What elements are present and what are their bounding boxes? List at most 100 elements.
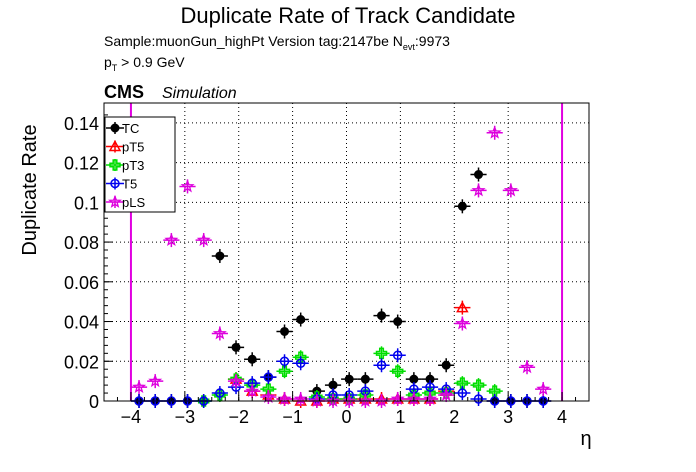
x-tick-label: −4 — [121, 407, 142, 427]
data-point — [457, 201, 467, 211]
data-point — [262, 383, 275, 395]
legend-marker — [108, 139, 122, 152]
nevt-value: :9973 — [414, 33, 450, 49]
data-point — [487, 125, 502, 139]
x-tick-label: 2 — [449, 407, 459, 427]
legend: TC pT5 pT3 T5 pLS — [104, 116, 176, 213]
data-point — [360, 374, 370, 384]
x-tick-label: −1 — [282, 407, 303, 427]
data-point — [375, 347, 388, 360]
sample-info: Sample:muonGun_highPt Version tag:2147be… — [104, 33, 450, 52]
data-point — [439, 387, 454, 402]
legend-marker — [108, 194, 122, 208]
x-tick-label: −3 — [175, 407, 196, 427]
data-point — [261, 389, 276, 404]
data-point — [278, 365, 291, 377]
data-point — [457, 388, 468, 398]
data-point — [215, 251, 225, 261]
data-point — [503, 183, 518, 197]
legend-label: T5 — [122, 177, 137, 192]
x-tick-label: 3 — [503, 407, 513, 427]
data-point — [520, 359, 535, 374]
data-point — [247, 354, 257, 364]
x-tick-label: 1 — [395, 407, 405, 427]
axes: −4 −3 −2 −1 0 1 2 3 4 0 0.02 0.04 0.06 0.08 0.1 0.12 0.1… — [64, 114, 590, 427]
data-point — [344, 374, 354, 384]
data-point — [309, 393, 324, 407]
data-point — [392, 350, 403, 361]
y-tick-label: 0.04 — [64, 313, 99, 333]
y-axis-label: Duplicate Rate — [19, 124, 41, 255]
data-point — [425, 382, 435, 392]
data-point — [245, 383, 260, 397]
y-tick-label: 0.06 — [64, 273, 99, 293]
data-point — [132, 379, 147, 393]
x-axis-label: η — [580, 428, 591, 450]
data-point — [358, 393, 373, 407]
data-point — [229, 373, 244, 388]
chart-title: Duplicate Rate of Track Candidate — [180, 3, 516, 28]
data-point — [215, 388, 225, 398]
legend-marker — [110, 123, 120, 133]
data-point — [455, 316, 470, 330]
data-point — [488, 385, 501, 397]
legend-label: pT3 — [122, 158, 144, 173]
data-series — [130, 125, 552, 408]
legend-entry: pT3 — [106, 158, 144, 173]
x-tick-label: 0 — [341, 407, 351, 427]
data-point — [328, 380, 338, 390]
data-point — [148, 373, 163, 388]
data-point — [377, 311, 387, 321]
legend-marker — [109, 159, 121, 171]
data-point — [164, 232, 179, 247]
data-point — [196, 232, 211, 246]
data-point — [441, 360, 451, 370]
data-point — [180, 179, 195, 193]
data-point — [212, 326, 227, 340]
data-point — [295, 358, 306, 369]
y-tick-label: 0.12 — [64, 154, 99, 174]
legend-marker — [110, 178, 120, 189]
data-point — [231, 342, 241, 352]
cut-rest: > 0.9 GeV — [117, 54, 185, 70]
grid-lines — [104, 103, 589, 402]
pt-cut-info: pT > 0.9 GeV — [104, 54, 185, 73]
data-point — [393, 317, 403, 327]
data-point — [359, 389, 372, 401]
y-tick-label: 0.02 — [64, 352, 99, 372]
simulation-label: Simulation — [162, 85, 237, 102]
y-tick-label: 0.14 — [64, 114, 99, 134]
series-TC — [130, 167, 552, 408]
data-point — [456, 377, 469, 389]
series-pLS — [130, 125, 552, 408]
data-point — [342, 393, 357, 407]
x-tick-label: 4 — [557, 407, 567, 427]
data-point — [263, 372, 274, 382]
data-point — [326, 393, 341, 407]
cms-label: CMS — [104, 82, 144, 102]
legend-label: pT5 — [122, 140, 144, 155]
data-point — [376, 360, 387, 370]
data-point — [374, 393, 389, 407]
legend-label: pLS — [122, 195, 145, 210]
legend-entry: pT5 — [106, 140, 144, 155]
data-point — [296, 315, 306, 325]
data-point — [391, 365, 404, 377]
data-point — [409, 374, 419, 384]
legend-entry: pLS — [106, 194, 145, 210]
data-point — [474, 170, 484, 180]
nevt-subscript: evt — [402, 42, 415, 52]
cut-p: p — [104, 54, 112, 70]
data-point — [471, 183, 486, 197]
cut-subscript: T — [111, 63, 118, 73]
legend-entry: TC — [106, 121, 139, 136]
data-point — [472, 379, 485, 391]
legend-entry: T5 — [106, 177, 137, 192]
y-tick-label: 0.08 — [64, 233, 99, 253]
y-tick-label: 0.1 — [74, 193, 99, 213]
y-tick-label: 0 — [89, 392, 99, 412]
data-point — [536, 381, 551, 395]
data-point — [473, 394, 484, 404]
data-point — [279, 356, 290, 367]
